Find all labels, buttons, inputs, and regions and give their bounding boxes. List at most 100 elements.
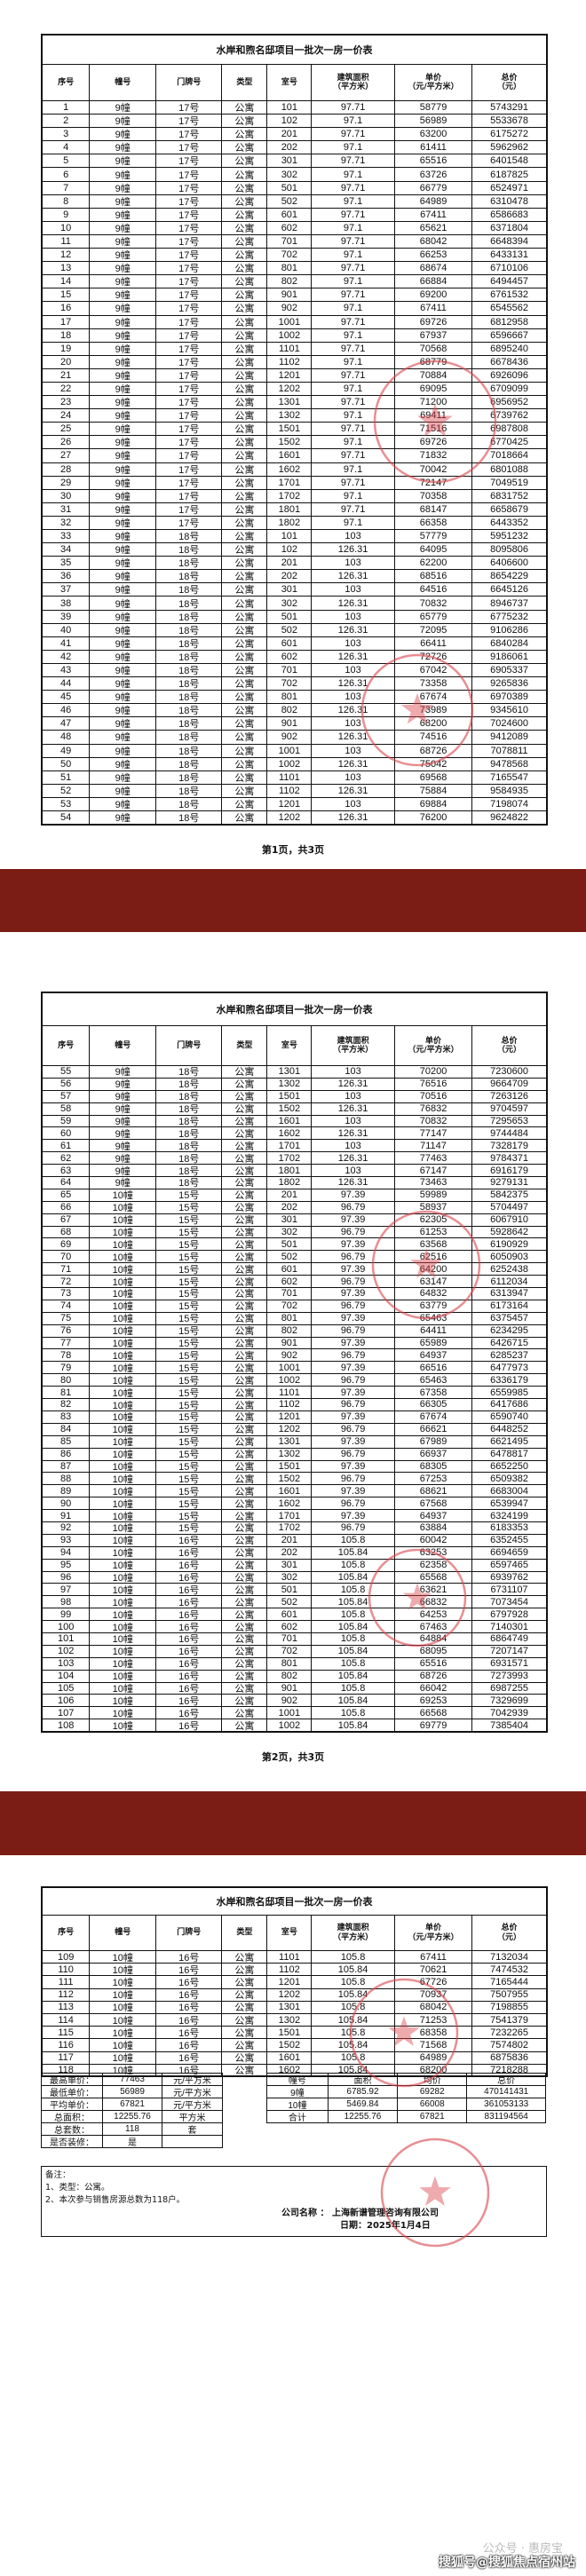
cell-door: 17号 [156,462,223,477]
table-row: 115 10幢 16号 公寓 1501 105.8 68358 7232265 [43,2027,546,2040]
cell-total-price: 6678436 [472,356,546,369]
cell-building: 9幢 [90,570,157,584]
cell-seq: 97 [43,1584,91,1597]
cell-type: 公寓 [222,249,268,263]
cell-seq: 13 [43,262,91,276]
cell-area: 97.71 [312,262,395,276]
cell-seq: 86 [43,1448,91,1461]
cell-room: 202 [267,1546,313,1560]
cell-unit-price: 66832 [394,1596,473,1609]
page-footer-2: 第2页，共3页 [261,1751,325,1763]
cell-area: 97.71 [312,154,395,169]
cell-building: 9幢 [90,275,157,289]
cell-room: 602 [267,1621,313,1633]
cell-building: 10幢 [90,1460,157,1474]
cell-type: 公寓 [222,476,268,490]
cell-building: 10幢 [90,1349,157,1363]
cell-door: 17号 [156,355,223,369]
cell-area: 97.1 [312,462,395,477]
summary-cell: 12255.76 [328,2111,399,2123]
cell-type: 公寓 [222,1988,268,2002]
cell-room: 1102 [267,784,313,798]
table-row: 108 10幢 16号 公寓 1002 105.84 69779 7385404 [43,1719,546,1733]
cell-building: 10幢 [90,1387,157,1400]
cell-building: 9幢 [90,1115,157,1128]
cell-door: 17号 [156,489,223,503]
cell-seq: 32 [43,516,91,530]
cell-unit-price: 64884 [394,1632,473,1646]
table-header-row: 序号 幢号 门牌号 类型 室号 建筑面积 （平方米） 单价 （元/平方米） 总价 （元） [43,1026,546,1066]
column-header-total-price: 总价 （元） [472,1026,546,1066]
cell-unit-price: 70832 [394,1115,473,1128]
cell-seq: 110 [43,1964,91,1977]
cell-unit-price: 58779 [394,101,473,115]
cell-seq: 44 [43,677,91,691]
cell-building: 10幢 [90,1399,157,1411]
cell-building: 9幢 [90,1066,157,1079]
cell-type: 公寓 [222,1460,268,1474]
cell-total-price: 9784371 [472,1152,546,1166]
cell-type: 公寓 [222,623,268,637]
cell-area: 105.8 [312,1657,395,1671]
cell-seq: 60 [43,1127,91,1141]
cell-area: 97.39 [312,1460,395,1474]
cell-room: 502 [267,623,313,637]
cell-building: 9幢 [90,1140,157,1153]
cell-total-price: 7541379 [472,2014,546,2027]
table-row: 60 9幢 18号 公寓 1602 126.31 77147 9744484 [43,1127,546,1141]
cell-unit-price: 67568 [394,1497,473,1511]
cell-seq: 14 [43,275,91,289]
cell-total-price: 6875836 [472,2052,546,2065]
cell-total-price: 6401548 [472,154,546,169]
cell-building: 9幢 [90,315,157,329]
cell-total-price: 6939762 [472,1572,546,1584]
summary-cell: 是否装修： [42,2136,104,2148]
cell-building: 10幢 [90,1226,157,1239]
table-title: 水岸和煦名邸项目一批次一房一价表 [43,36,546,65]
cell-room: 1602 [267,1497,313,1511]
cell-building: 9幢 [90,757,157,771]
cell-building: 10幢 [90,1521,157,1535]
cell-area: 105.84 [312,1645,395,1658]
cell-room: 1601 [267,1115,313,1128]
cell-door: 18号 [156,770,223,785]
summary-cell: 最高单价： [42,2074,104,2086]
cell-seq: 91 [43,1510,91,1522]
table-row: 19 9幢 17号 公寓 1101 97.71 70568 6895240 [43,342,546,356]
cell-type: 公寓 [222,663,268,678]
cell-seq: 63 [43,1165,91,1178]
cell-door: 16号 [156,1682,223,1695]
cell-unit-price: 66253 [394,249,473,263]
table-row: 91 10幢 15号 公寓 1701 97.39 64937 6324199 [43,1510,546,1522]
cell-room: 902 [267,1695,313,1708]
cell-room: 601 [267,1263,313,1276]
cell-building: 9幢 [90,583,157,597]
cell-area: 97.39 [312,1362,395,1375]
cell-total-price: 9584935 [472,785,546,798]
cell-type: 公寓 [222,436,268,450]
table-row: 33 9幢 18号 公寓 101 103 57779 5951232 [43,530,546,544]
cell-seq: 71 [43,1263,91,1276]
cell-door: 17号 [156,168,223,182]
cell-total-price: 5743291 [472,101,546,115]
cell-unit-price: 66884 [394,275,473,289]
cell-door: 15号 [156,1460,223,1474]
cell-door: 18号 [156,717,223,731]
cell-unit-price: 68042 [394,234,473,249]
cell-seq: 24 [43,409,91,423]
table-row: 105 10幢 16号 公寓 901 105.8 66042 6987255 [43,1682,546,1695]
cell-unit-price: 70621 [394,1964,473,1977]
cell-room: 1001 [267,1707,313,1720]
cell-door: 17号 [156,275,223,289]
table-row: 63 9幢 18号 公寓 1801 103 67147 6916179 [43,1165,546,1178]
cell-building: 10幢 [90,1546,157,1560]
cell-door: 16号 [156,1534,223,1547]
cell-door: 15号 [156,1485,223,1498]
cell-total-price: 6710106 [472,262,546,276]
cell-total-price: 9106286 [472,624,546,637]
cell-door: 18号 [156,610,223,624]
cell-room: 101 [267,530,313,544]
cell-room: 302 [267,168,313,182]
cell-door: 16号 [156,2001,223,2014]
cell-type: 公寓 [222,1719,268,1733]
